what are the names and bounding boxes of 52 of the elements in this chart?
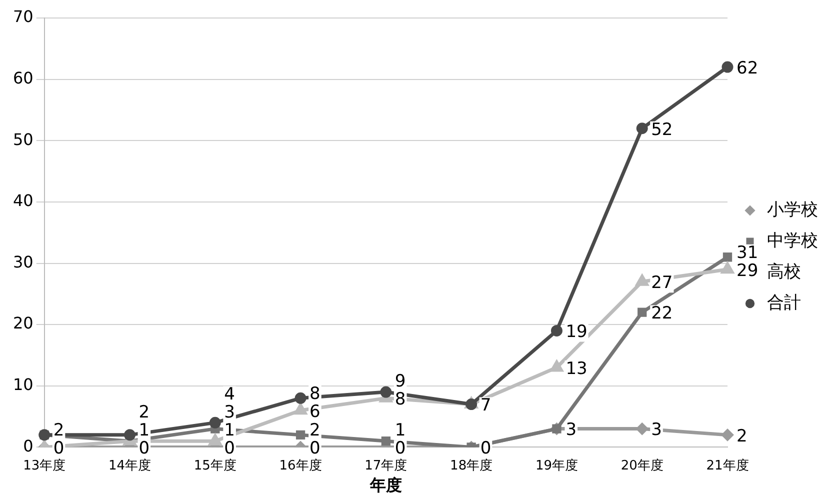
data-label: 3 [566,420,577,440]
x-tick-label: 21年度 [706,457,749,474]
data-label: 22 [651,304,673,324]
data-label: 8 [394,390,406,410]
data-label: 0 [53,438,64,459]
data-label: 3 [651,420,662,440]
y-tick-label: 30 [13,252,34,272]
x-tick-label: 18年度 [450,457,493,474]
y-tick-label: 60 [13,68,34,88]
legend-label: 小学校 [767,200,818,220]
data-label: 3 [224,402,235,423]
data-label: 2 [736,426,748,446]
data-label: 0 [480,438,492,459]
data-label: 19 [566,322,588,342]
data-label: 0 [310,438,320,459]
y-tick-label: 70 [13,7,34,26]
y-tick-label: 20 [13,314,34,333]
data-label: 29 [736,260,758,281]
data-label: 31 [736,242,758,263]
legend-label: 中学校 [767,230,818,251]
y-tick-label: 10 [13,375,34,394]
data-label: 6 [310,402,320,422]
data-label: 1 [394,420,406,441]
data-label: 52 [651,120,673,140]
data-label: 2 [53,420,64,441]
x-tick-label: 19年度 [535,457,578,474]
data-label: 0 [138,438,150,459]
data-label: 7 [480,396,492,416]
x-tick-label: 13年度 [23,457,66,474]
data-label: 0 [224,438,235,459]
data-label: 8 [310,384,320,404]
data-label: 9 [394,372,406,392]
x-tick-label: 17年度 [364,457,408,474]
y-tick-label: 0 [23,436,34,456]
y-tick-label: 50 [13,130,34,149]
data-label: 1 [224,420,235,441]
x-tick-label: 14年度 [108,457,152,474]
y-tick-label: 40 [13,191,34,210]
x-tick-label: 16年度 [279,457,322,474]
legend-label: 合計 [767,292,801,313]
data-label: 1 [138,420,150,441]
data-label: 2 [310,420,320,441]
x-tick-label: 15年度 [194,457,236,474]
x-tick-label: 20年度 [620,457,664,474]
x-axis-title: 年度 [368,476,402,495]
data-label: 13 [566,358,588,379]
data-label: 27 [651,273,673,294]
data-label: 0 [394,438,406,459]
data-label: 4 [224,384,235,405]
data-label: 62 [736,58,758,78]
data-label: 2 [138,402,150,423]
text: 高校 [767,262,801,282]
